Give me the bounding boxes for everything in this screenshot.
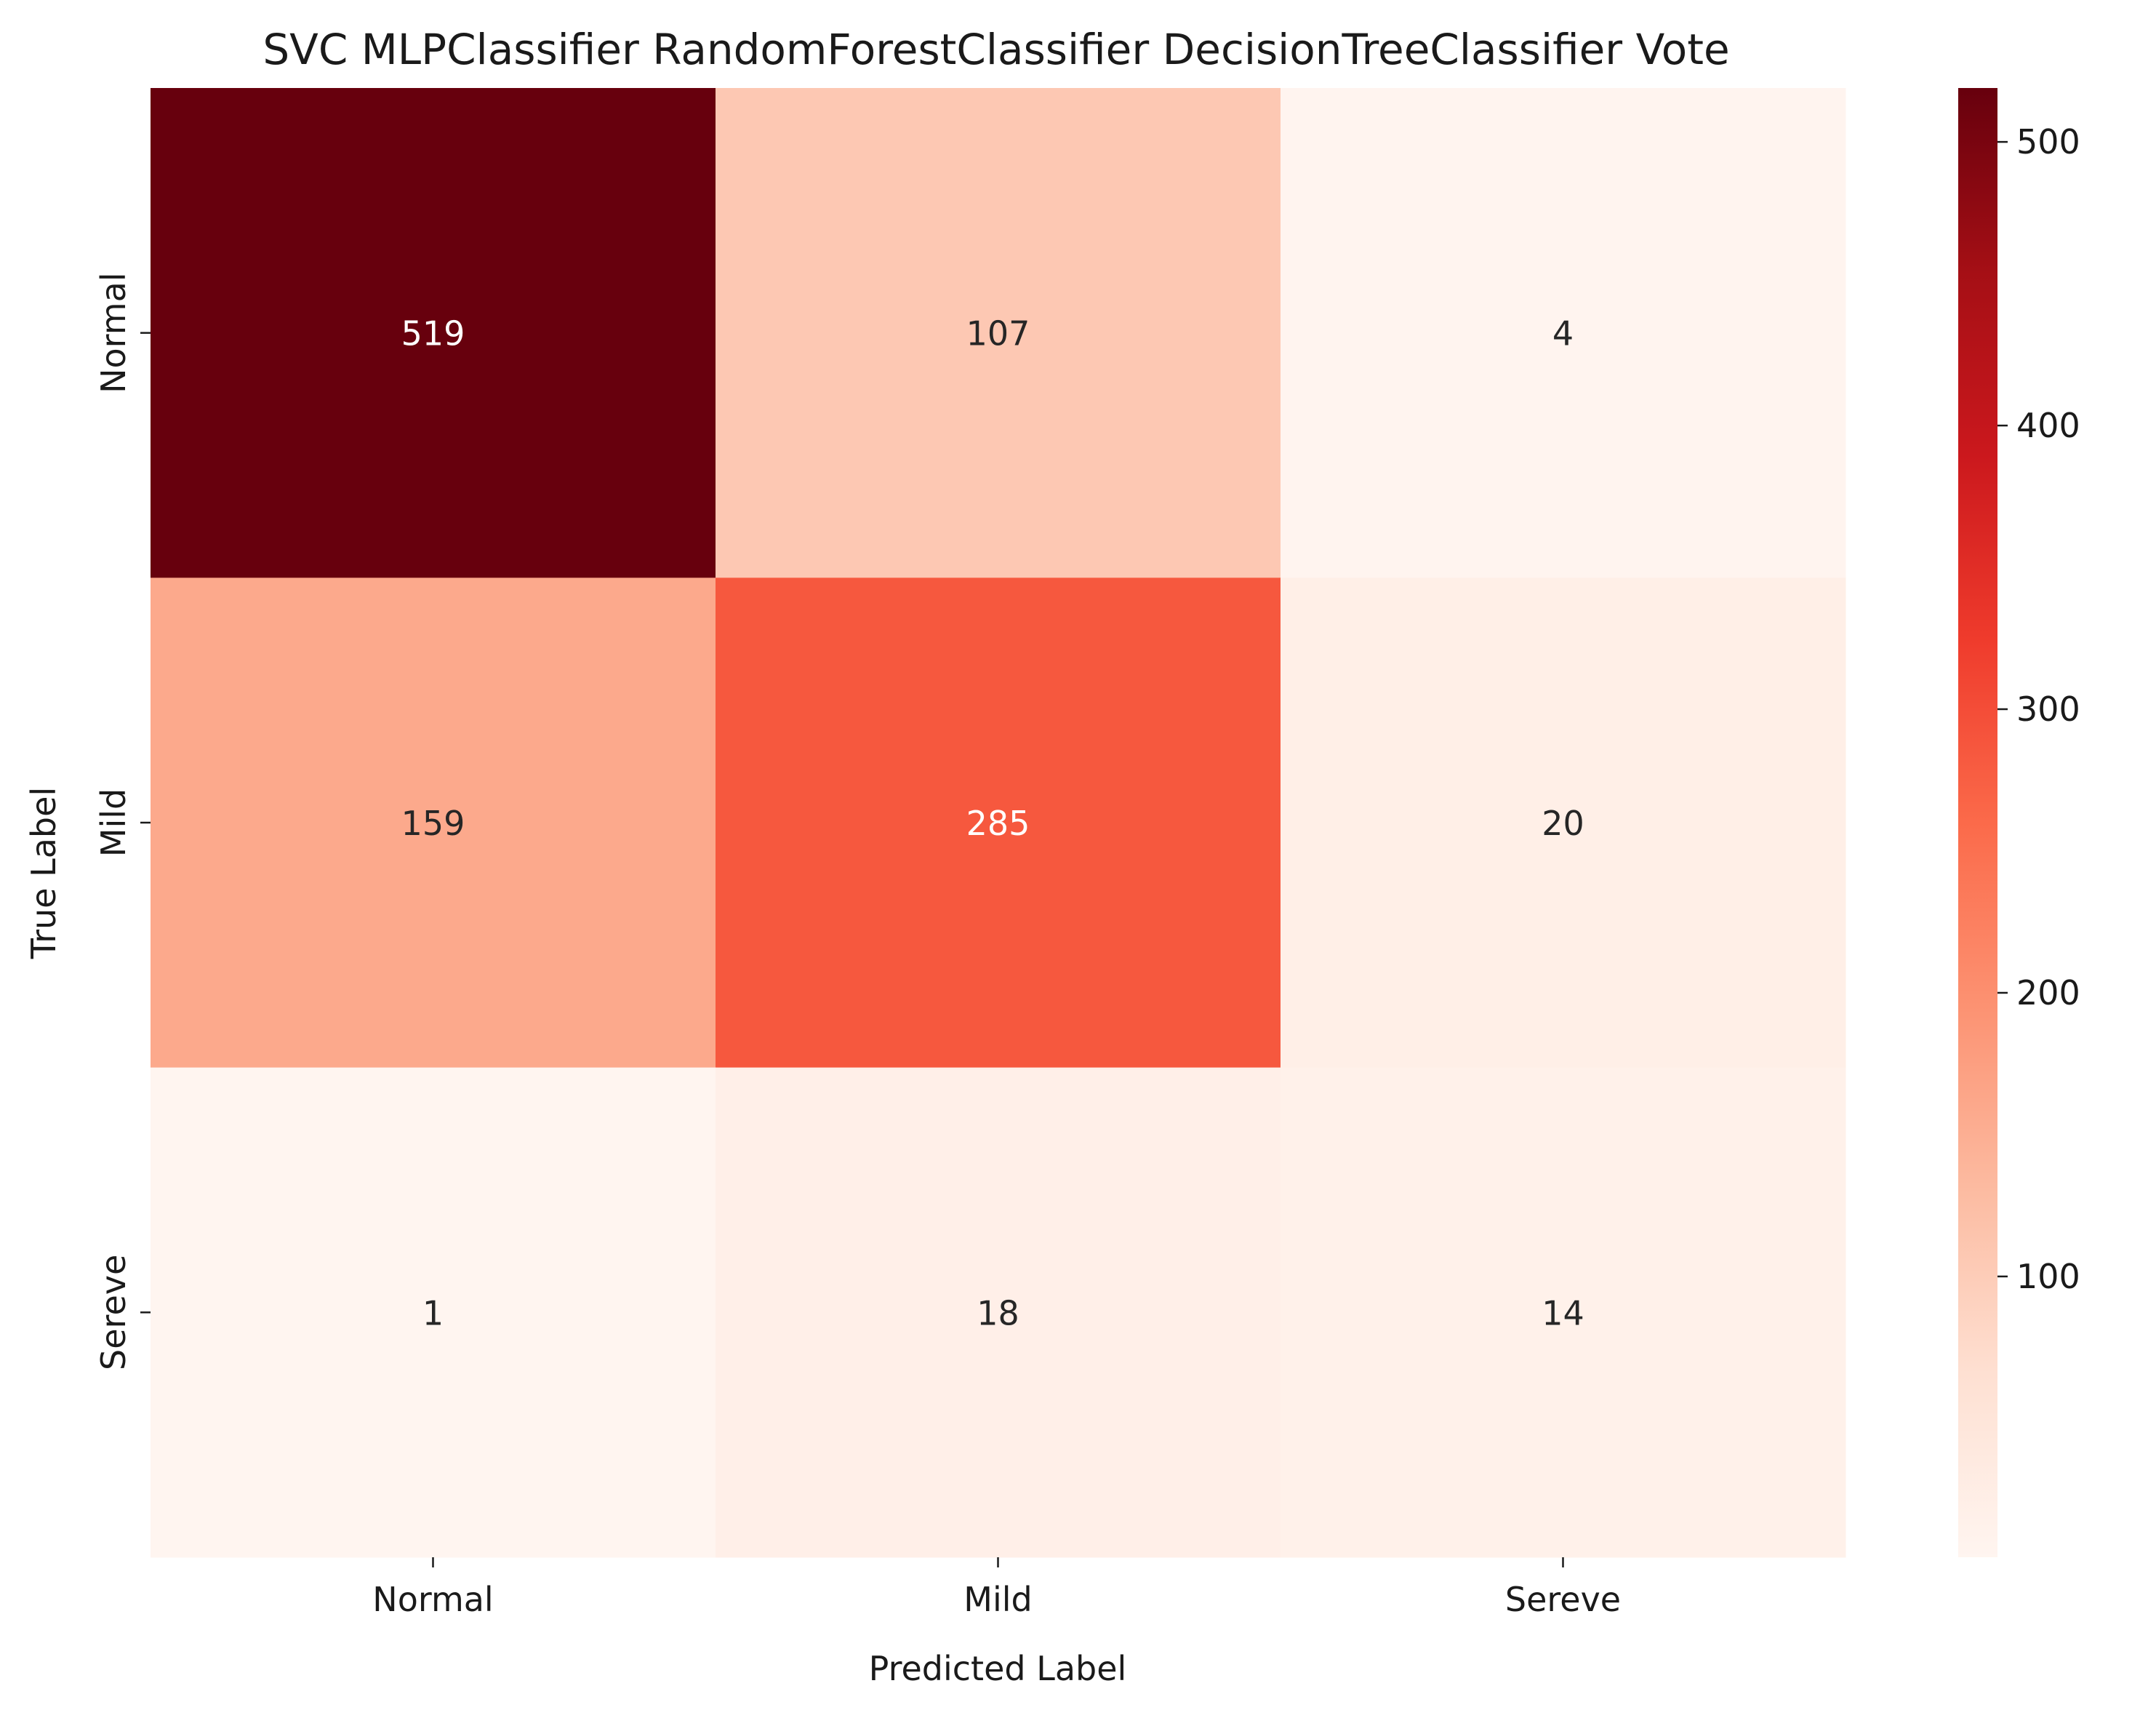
heatmap-cell: [716, 88, 1281, 578]
heatmap-cell-labels: 519 107 4 159 285 20 1 18 14: [401, 314, 1584, 1333]
chart-title: SVC MLPClassifier RandomForestClassifier…: [263, 25, 1729, 74]
cell-value-label: 18: [977, 1293, 1019, 1333]
y-axis-label: True Label: [24, 787, 63, 959]
colorbar-tick-label: 300: [2016, 690, 2080, 729]
heatmap-cell: [151, 1067, 716, 1558]
colorbar-tick-label: 200: [2016, 973, 2080, 1012]
cell-value-label: 159: [401, 804, 465, 843]
x-tick-label: Mild: [963, 1580, 1032, 1619]
heatmap-cell: [151, 88, 716, 578]
cell-value-label: 4: [1552, 314, 1574, 353]
heatmap-cell: [1281, 1067, 1846, 1558]
y-tick-label: Sereve: [94, 1255, 133, 1370]
x-tick-label: Normal: [372, 1580, 493, 1619]
heatmap-cell: [1281, 578, 1846, 1068]
cell-value-label: 20: [1542, 804, 1584, 843]
cell-value-label: 519: [401, 314, 465, 353]
heatmap-cell: [151, 578, 716, 1068]
colorbar-tick-label: 400: [2016, 406, 2080, 445]
colorbar-tick-label: 100: [2016, 1257, 2080, 1296]
y-axis: Normal Mild Sereve: [94, 272, 151, 1370]
colorbar: 100 200 300 400 500: [1958, 88, 2080, 1557]
cell-value-label: 285: [966, 804, 1030, 843]
y-tick-label: Mild: [94, 788, 133, 857]
colorbar-tick-label: 500: [2016, 122, 2080, 161]
cell-value-label: 107: [966, 314, 1030, 353]
y-tick-label: Normal: [94, 272, 133, 393]
cell-value-label: 14: [1542, 1293, 1584, 1333]
heatmap-cell: [716, 578, 1281, 1068]
heatmap-cell: [1281, 88, 1846, 578]
heatmap-cells: [151, 88, 1846, 1558]
colorbar-fill: [1958, 88, 1997, 1557]
cell-value-label: 1: [422, 1293, 444, 1333]
x-axis: Normal Mild Sereve: [372, 1557, 1621, 1619]
x-tick-label: Sereve: [1505, 1580, 1621, 1619]
x-axis-label: Predicted Label: [869, 1649, 1127, 1688]
heatmap-cell: [716, 1067, 1281, 1558]
